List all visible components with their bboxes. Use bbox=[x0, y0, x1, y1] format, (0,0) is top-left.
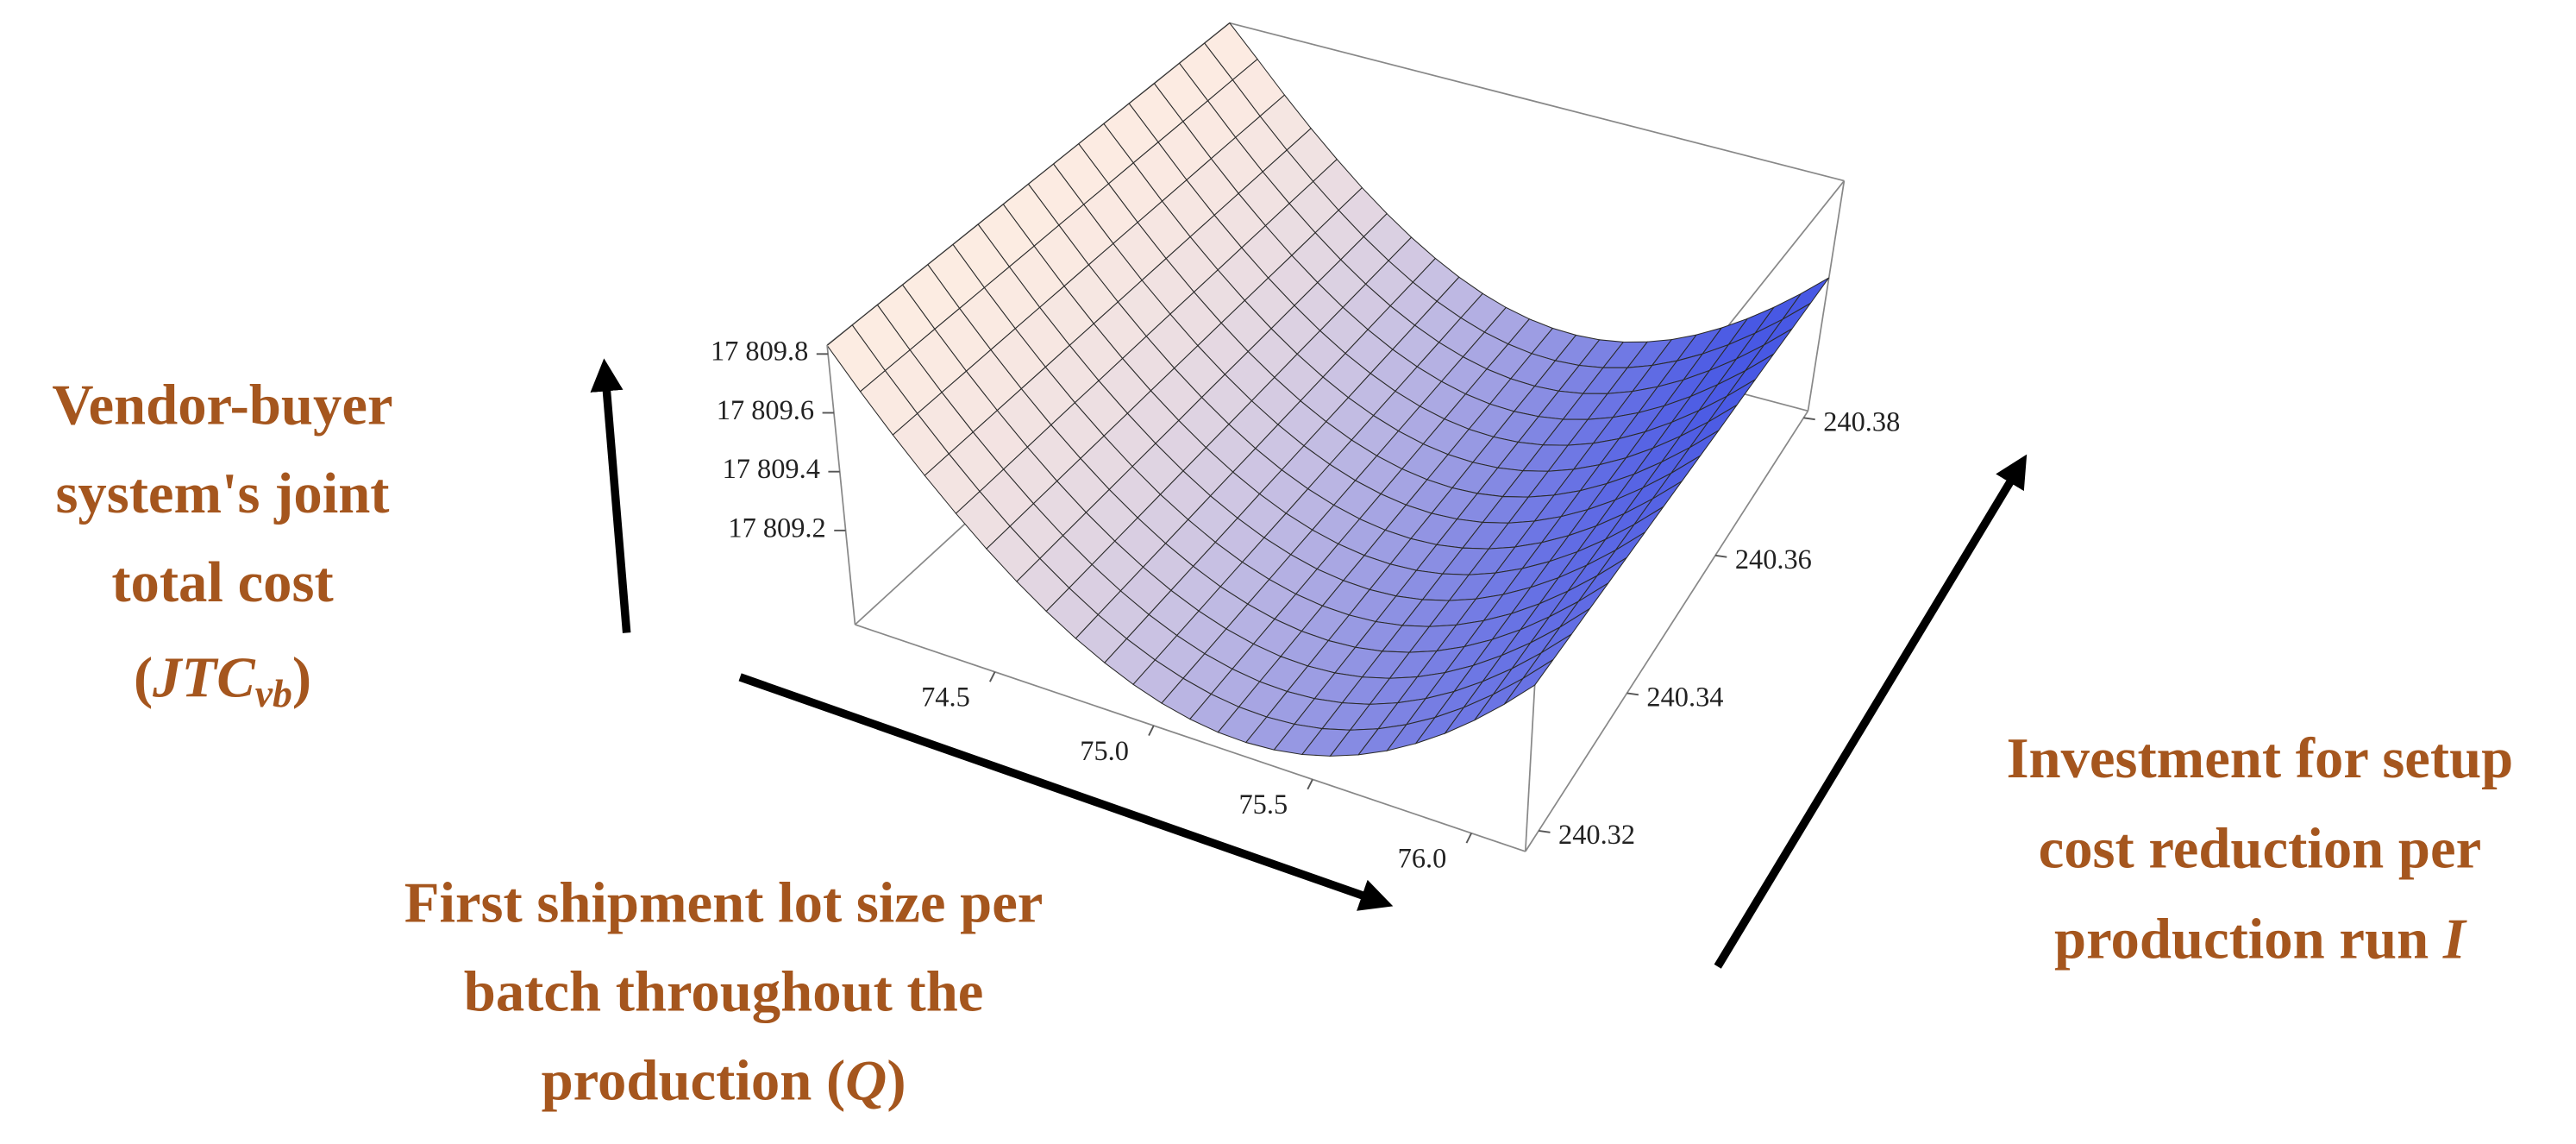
axis-label-line: cost reduction per bbox=[2039, 818, 2482, 881]
x-tick bbox=[1148, 725, 1155, 736]
x-arrow bbox=[738, 673, 1394, 911]
y-tick bbox=[1803, 417, 1815, 421]
label-text: First shipment lot size per bbox=[404, 872, 1044, 935]
y-tick-label: 240.34 bbox=[1646, 682, 1723, 713]
axis-label-line: batch throughout the bbox=[464, 961, 984, 1024]
label-symbol: ) bbox=[887, 1050, 906, 1113]
surface-patch bbox=[1782, 277, 1830, 320]
x-tick bbox=[1307, 778, 1313, 790]
x-tick-label: 76.0 bbox=[1398, 844, 1447, 875]
surface bbox=[826, 22, 1830, 757]
axis-label-line: production (Q) bbox=[542, 1050, 906, 1113]
y-tick-label: 240.36 bbox=[1735, 544, 1812, 575]
box-front: 74.5 75.0 75.5 76.0 240.32 240.34 240.36 240.38… bbox=[711, 336, 1900, 875]
surface-patch bbox=[1503, 659, 1554, 705]
z-tick-label: 17 809.6 bbox=[717, 395, 814, 426]
z-tick-label: 17 809.8 bbox=[711, 336, 808, 368]
x-tick bbox=[989, 671, 996, 682]
label-symbol: ( bbox=[134, 647, 153, 710]
axis-label-line: First shipment lot size per bbox=[404, 872, 1044, 935]
axis-label-line: Investment for setup bbox=[2007, 727, 2514, 790]
x-tick-label: 75.0 bbox=[1080, 736, 1129, 767]
label-text: batch throughout the bbox=[464, 961, 984, 1024]
label-text: total cost bbox=[111, 551, 333, 614]
label-text: production bbox=[542, 1050, 826, 1113]
label-text: production run bbox=[2054, 908, 2443, 971]
box-edge bbox=[826, 345, 856, 625]
axis-label-line: total cost bbox=[111, 551, 333, 614]
label-symbol: ) bbox=[292, 647, 311, 710]
label-symbol: JTC bbox=[152, 647, 256, 710]
box-edge bbox=[1525, 410, 1809, 852]
axis-label-line: system's joint bbox=[55, 462, 389, 525]
label-text: cost reduction per bbox=[2039, 818, 2482, 881]
z-arrow bbox=[590, 358, 631, 633]
axis-label-line: Vendor-buyer bbox=[52, 374, 392, 437]
x-tick-label: 75.5 bbox=[1238, 789, 1288, 820]
y-tick-label: 240.38 bbox=[1823, 406, 1900, 437]
y-tick bbox=[1539, 830, 1551, 833]
axis-label-line: production run I bbox=[2054, 908, 2467, 971]
z-tick-label: 17 809.2 bbox=[728, 512, 825, 544]
y-tick-label: 240.32 bbox=[1558, 820, 1635, 851]
y-tick bbox=[1714, 554, 1727, 558]
y-tick bbox=[1626, 692, 1639, 696]
label-symbol: vb bbox=[255, 670, 292, 714]
label-text: Vendor-buyer bbox=[52, 374, 392, 437]
label-text: system's joint bbox=[55, 462, 389, 525]
z-tick-label: 17 809.4 bbox=[723, 454, 820, 485]
y-arrow bbox=[1714, 454, 2028, 969]
label-symbol: Q bbox=[845, 1050, 887, 1113]
label-text: Investment for setup bbox=[2007, 727, 2514, 790]
box-edge bbox=[855, 624, 1526, 852]
axis-label-line: (JTCvb) bbox=[134, 647, 311, 714]
label-symbol: ( bbox=[826, 1050, 845, 1113]
x-tick bbox=[1465, 833, 1473, 844]
box-edge bbox=[1807, 180, 1846, 412]
x-tick-label: 74.5 bbox=[921, 682, 970, 713]
box-edge bbox=[1229, 22, 1845, 182]
label-symbol: I bbox=[2442, 908, 2467, 971]
